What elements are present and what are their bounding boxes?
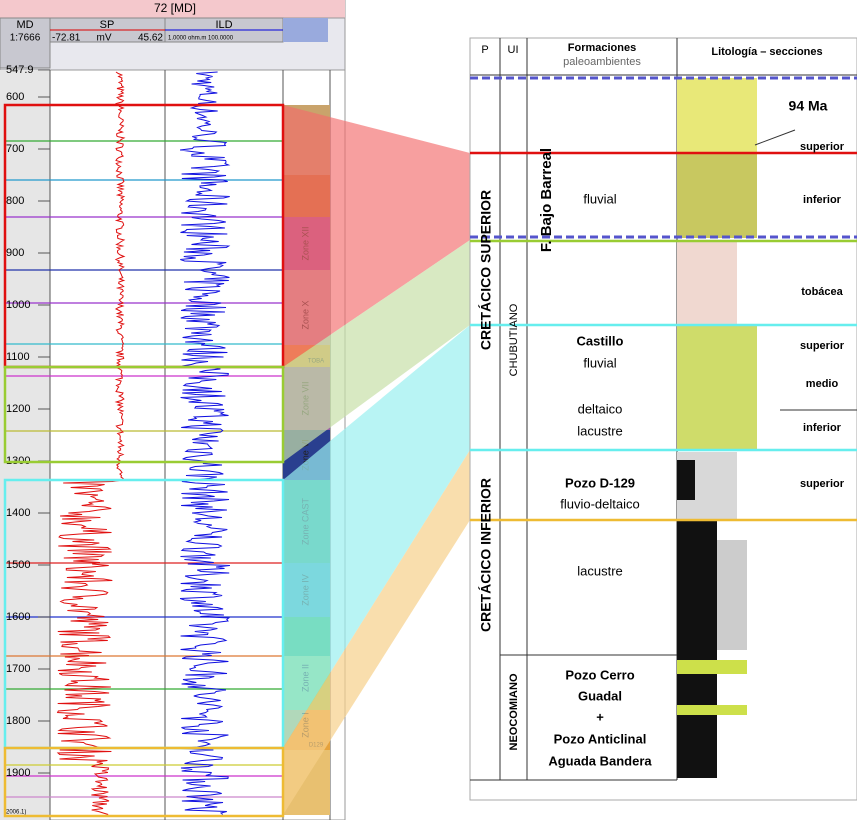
correlation-band — [283, 325, 470, 748]
period: CRETÁCICO INFERIOR — [478, 478, 494, 632]
formation-text: Pozo D-129 — [565, 475, 635, 490]
md-scale: 1:7666 — [10, 33, 41, 44]
depth-label: 600 — [6, 91, 24, 103]
col-header: UI — [508, 44, 519, 56]
formation-text: Guadal — [578, 688, 622, 703]
col-header: paleoambientes — [563, 56, 641, 68]
sp-label: SP — [100, 19, 115, 31]
section-text: tobácea — [801, 286, 843, 298]
depth-track — [0, 70, 50, 820]
interval-box — [3, 365, 285, 464]
correlation-band — [283, 240, 470, 462]
formation-text: deltaico — [578, 401, 623, 416]
log-title-bar — [0, 0, 345, 18]
correlation-band — [283, 105, 470, 367]
depth-label: 1500 — [6, 559, 30, 571]
depth-label: 547.9 — [6, 64, 34, 76]
depth-label: 1700 — [6, 663, 30, 675]
unit: NEOCOMIANO — [508, 673, 520, 750]
unit: CHUBUTIANO — [508, 303, 520, 376]
formation-name: F. Bajo Barreal — [538, 148, 555, 252]
well-title: 72 [MD] — [154, 1, 196, 15]
sp-unit: mV — [97, 33, 112, 44]
correlation-band — [283, 450, 470, 815]
formation-text: lacustre — [577, 423, 623, 438]
formation-text: Aguada Bandera — [548, 753, 652, 768]
depth-label: 1400 — [6, 507, 30, 519]
formation-text: lacustre — [577, 563, 623, 578]
depth-label: 1800 — [6, 715, 30, 727]
arrow — [754, 129, 796, 146]
col-header: Litología – secciones — [711, 46, 822, 58]
sections: superior inferior tobácea superior medio infe… — [800, 141, 845, 490]
section-text: inferior — [803, 422, 842, 434]
strat-panel — [469, 37, 857, 801]
log-footer: (2006.1) — [4, 810, 26, 816]
ild-label: ILD — [215, 19, 232, 31]
section-text: superior — [800, 478, 845, 490]
sp-curve — [56, 71, 126, 815]
depth-label: 800 — [6, 195, 24, 207]
ild-scale: 1.0000 ohm.m 100.0000 — [168, 36, 234, 42]
depth-label: 1600 — [6, 611, 30, 623]
formation-text: Castillo — [577, 333, 624, 348]
formation-text: Pozo Anticlinal — [554, 731, 647, 746]
age: 94 Ma — [789, 98, 828, 114]
sp-max: 45.62 — [138, 33, 163, 44]
section-text: medio — [806, 378, 839, 390]
formation-text: Pozo Cerro — [565, 667, 634, 682]
section-text: superior — [800, 141, 845, 153]
depth-axis: 547.960070080090010001100120013001400150… — [6, 64, 50, 779]
md-label: MD — [16, 19, 33, 31]
col-header: P — [481, 44, 488, 56]
depth-label: 1000 — [6, 299, 30, 311]
sp-min: -72.81 — [52, 33, 81, 44]
lithology — [677, 78, 757, 778]
interval-box — [3, 746, 285, 818]
formations: fluvial Castillo fluvial deltaico lacustre Po… — [548, 191, 652, 768]
formation-text: + — [596, 709, 604, 724]
zone-header — [283, 18, 328, 42]
md-header — [0, 17, 51, 69]
period: CRETÁCICO SUPERIOR — [478, 190, 494, 350]
depth-label: 1900 — [6, 767, 30, 779]
ild-curve — [179, 71, 231, 815]
section-text: superior — [800, 340, 845, 352]
formation-text: fluvial — [583, 355, 616, 370]
col-header: Formaciones — [568, 42, 636, 54]
zone-label: Zone VI — [300, 439, 310, 471]
depth-label: 900 — [6, 247, 24, 259]
formation-text: fluvial — [583, 191, 616, 206]
formation-text: fluvio-deltaico — [560, 496, 640, 511]
zone-markers — [5, 140, 283, 798]
depth-label: 700 — [6, 143, 24, 155]
depth-label: 1100 — [6, 351, 30, 363]
section-text: inferior — [803, 194, 842, 206]
depth-label: 1200 — [6, 403, 30, 415]
